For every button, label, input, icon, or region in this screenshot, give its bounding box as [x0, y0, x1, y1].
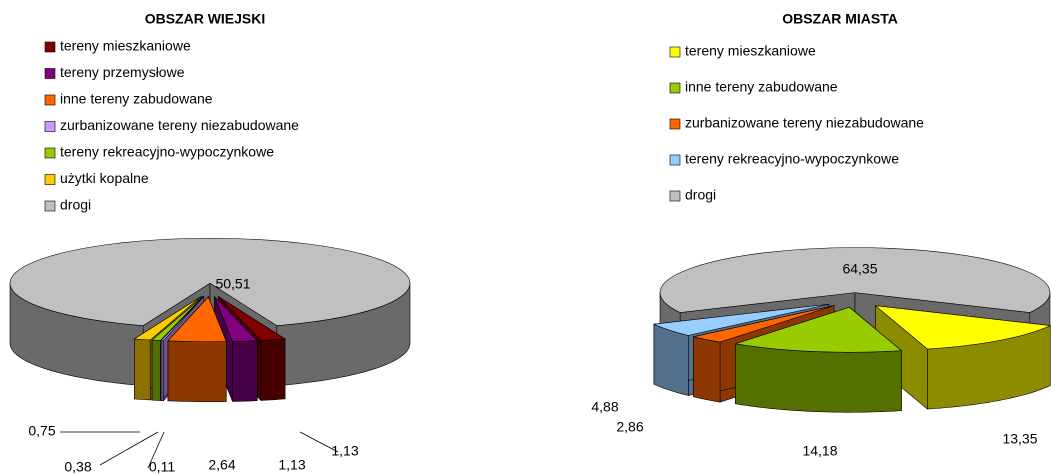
legend-label: inne tereny zabudowane: [60, 91, 213, 107]
leader-line: [99, 431, 159, 466]
leader-line: [299, 431, 339, 453]
slice-top: [160, 296, 204, 341]
data-label: 1,13: [331, 443, 358, 459]
legend-swatch: [44, 147, 56, 159]
legend-swatch: [44, 174, 56, 185]
slice-wall: [260, 338, 286, 401]
legend-label: zurbanizowane tereny niezabudowane: [685, 115, 924, 131]
data-label: 14,18: [802, 443, 837, 459]
slice-top: [874, 305, 1051, 350]
legend-swatch: [669, 154, 681, 166]
slice-wall: [160, 340, 164, 401]
data-label: 64,35: [842, 261, 877, 277]
data-label: 0,75: [28, 423, 55, 439]
legend-swatch: [669, 190, 681, 202]
data-label: 13,35: [1002, 431, 1037, 447]
legend-swatch: [669, 118, 681, 130]
data-label: 0,38: [64, 459, 91, 475]
data-label: 2,64: [208, 457, 235, 473]
slice-wall: [693, 336, 721, 403]
slice-top: [9, 237, 411, 326]
slice-wall: [151, 339, 161, 401]
pie-slice: [874, 305, 1051, 410]
slice-wall: [735, 343, 902, 413]
slice-top: [735, 306, 903, 353]
slice-wall: [134, 338, 151, 401]
slice-top: [693, 305, 835, 343]
slice-top: [151, 296, 204, 341]
pie-slice: [735, 306, 903, 413]
pie-slice: [167, 295, 227, 403]
slice-top: [167, 296, 227, 343]
legend-swatch: [669, 46, 681, 58]
legend-swatch: [44, 200, 56, 212]
legend-label: tereny mieszkaniowe: [685, 43, 816, 59]
data-label: 50,51: [215, 276, 250, 292]
legend-label: drogi: [60, 197, 91, 213]
slice-wall: [232, 340, 258, 402]
legend-swatch: [44, 121, 56, 132]
chart-title: OBSZAR WIEJSKI: [145, 11, 266, 27]
slice-top: [214, 296, 258, 342]
legend-label: tereny rekreacyjno-wypoczynkowe: [685, 151, 899, 167]
legend-label: tereny przemysłowe: [60, 64, 185, 80]
legend-label: tereny mieszkaniowe: [60, 38, 191, 54]
legend-label: użytki kopalne: [60, 170, 149, 186]
data-label: 4,88: [591, 399, 618, 415]
leader-line: [147, 431, 165, 469]
legend-label: tereny rekreacyjno-wypoczynkowe: [60, 144, 274, 160]
slice-top: [133, 296, 202, 341]
slice-wall: [167, 340, 227, 403]
legend-label: zurbanizowane tereny niezabudowane: [60, 117, 299, 133]
legend-swatch: [44, 94, 56, 106]
legend-label: inne tereny zabudowane: [685, 79, 838, 95]
slice-wall: [653, 323, 689, 396]
data-label: 2,86: [616, 419, 643, 435]
data-label: 0,11: [149, 459, 175, 475]
slice-top: [659, 247, 1051, 313]
data-label: 1,13: [278, 457, 305, 473]
chart-title: OBSZAR MIASTA: [782, 11, 898, 27]
slice-top: [218, 296, 286, 341]
legend-swatch: [44, 68, 56, 79]
slice-top: [652, 303, 829, 336]
legend-swatch: [44, 41, 56, 53]
legend-swatch: [669, 82, 681, 94]
legend-label: drogi: [685, 187, 716, 203]
